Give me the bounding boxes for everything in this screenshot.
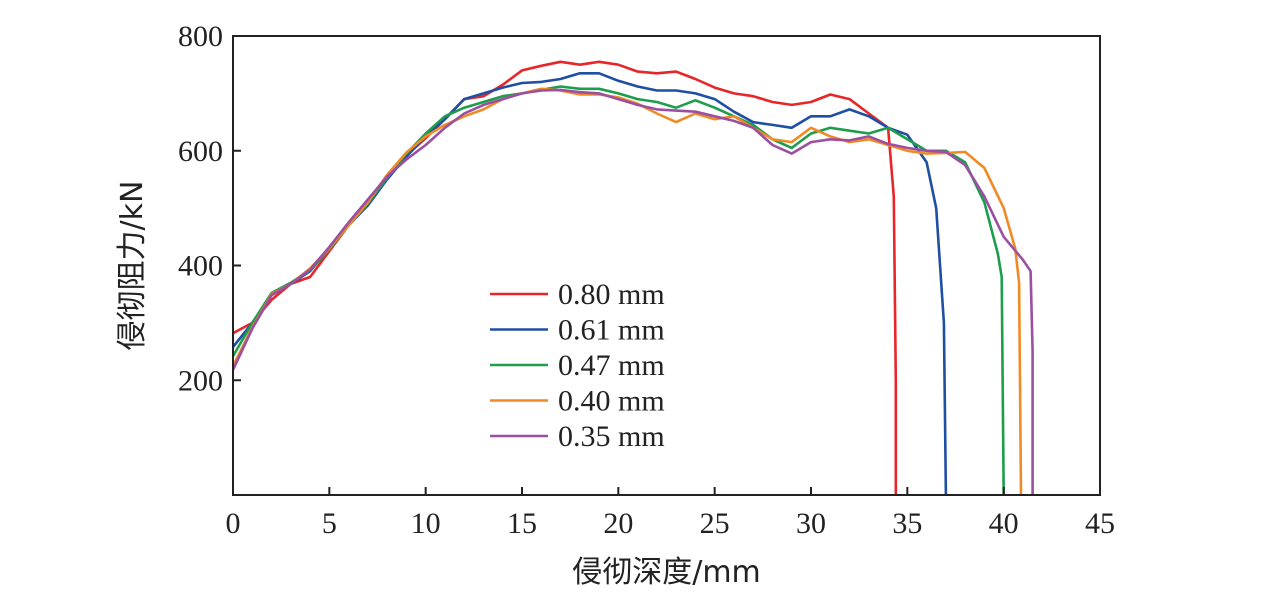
legend-item: 0.47 mm <box>490 349 665 382</box>
legend: 0.80 mm0.61 mm0.47 mm0.40 mm0.35 mm <box>490 278 665 453</box>
x-tick-label: 40 <box>989 507 1019 540</box>
legend-item: 0.35 mm <box>490 420 665 453</box>
x-tick-label: 35 <box>892 507 922 540</box>
legend-label: 0.61 mm <box>558 314 665 347</box>
legend-item: 0.80 mm <box>490 278 665 311</box>
x-tick-label: 0 <box>226 507 241 540</box>
x-tick-label: 5 <box>322 507 337 540</box>
y-tick-label: 800 <box>178 20 223 53</box>
legend-label: 0.47 mm <box>558 349 665 382</box>
x-tick-label: 45 <box>1085 507 1115 540</box>
x-tick-label: 25 <box>700 507 730 540</box>
y-axis-title: 侵彻阻力/kN <box>115 181 150 351</box>
x-tick-label: 15 <box>507 507 537 540</box>
legend-label: 0.40 mm <box>558 385 665 418</box>
x-tick-label: 20 <box>603 507 633 540</box>
axes: 0 5 10 15 20 25 30 35 40 45 200 400 600 800 <box>178 20 1115 540</box>
x-axis-title: 侵彻深度/mm <box>572 555 761 590</box>
legend-item: 0.40 mm <box>490 385 665 418</box>
plot-area <box>231 60 1034 496</box>
series-line-5 <box>231 88 1034 495</box>
y-tick-label: 400 <box>178 250 223 283</box>
series-line-4 <box>231 87 1023 496</box>
legend-label: 0.80 mm <box>558 278 665 311</box>
legend-item: 0.61 mm <box>490 314 665 347</box>
y-tick-label: 200 <box>178 364 223 397</box>
y-tick-label: 600 <box>178 135 223 168</box>
x-tick-label: 10 <box>411 507 441 540</box>
legend-label: 0.35 mm <box>558 420 665 453</box>
x-tick-label: 30 <box>796 507 826 540</box>
